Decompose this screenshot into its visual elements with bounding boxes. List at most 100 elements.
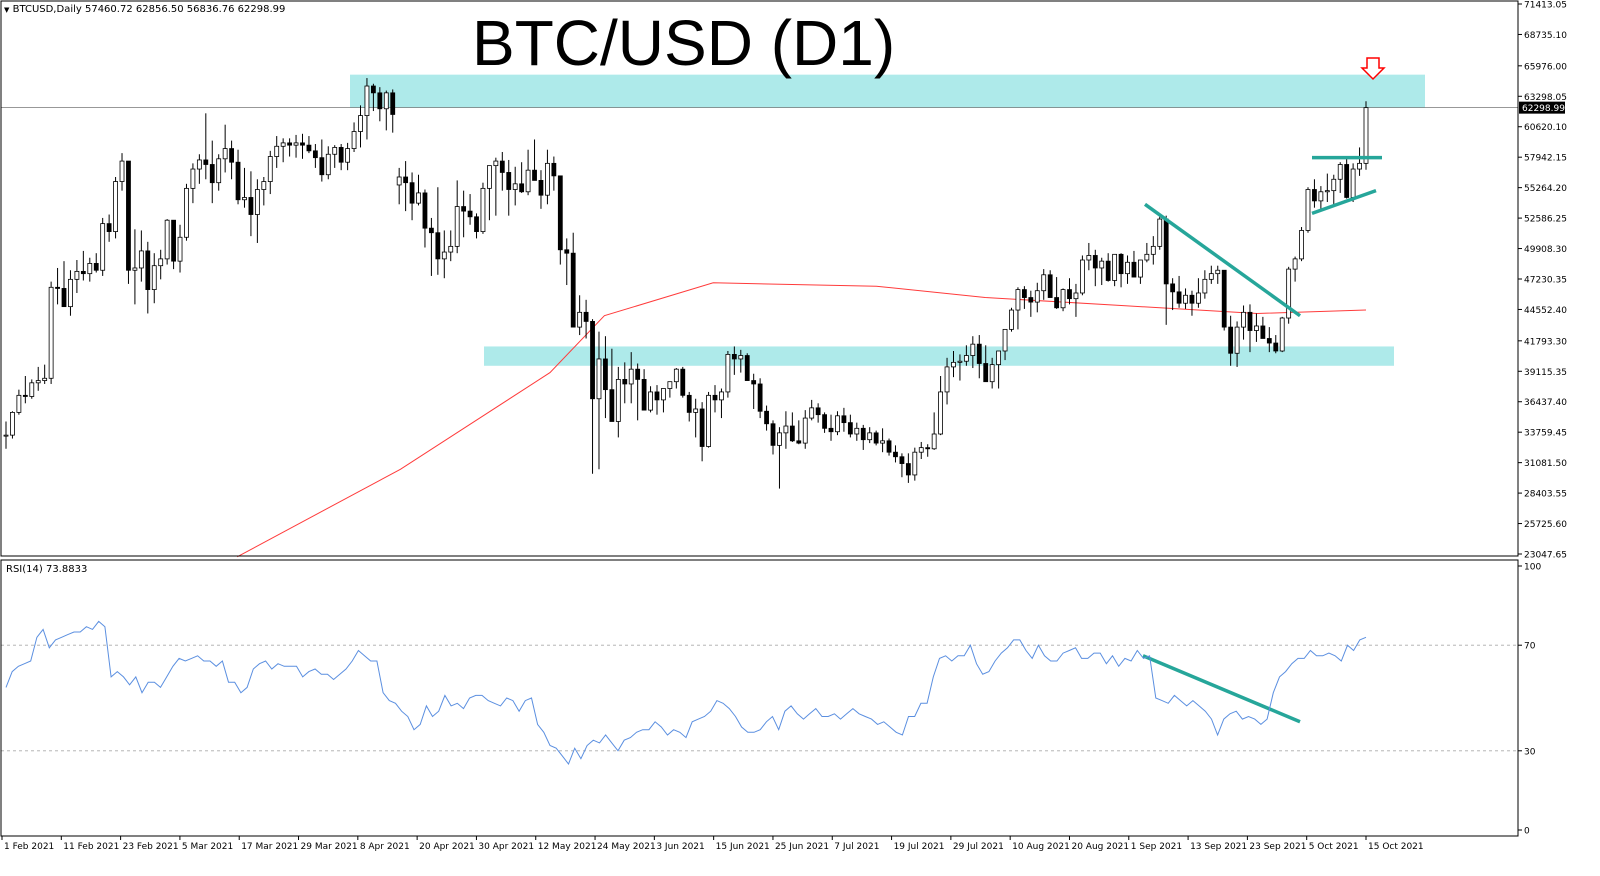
candle bbox=[603, 336, 608, 419]
candle-body bbox=[261, 181, 267, 190]
candle bbox=[654, 385, 660, 415]
candle-body bbox=[1099, 260, 1105, 269]
candle bbox=[596, 331, 602, 470]
candle-body bbox=[970, 343, 976, 356]
time-tick-label: 5 Oct 2021 bbox=[1309, 842, 1359, 852]
candle bbox=[42, 364, 48, 384]
candle bbox=[396, 167, 402, 205]
dropdown-triangle-icon[interactable]: ▼ bbox=[4, 6, 10, 14]
candle bbox=[16, 389, 22, 415]
candle bbox=[970, 336, 976, 369]
candle bbox=[1054, 277, 1060, 309]
candle bbox=[706, 391, 711, 448]
candle bbox=[35, 366, 41, 391]
candle bbox=[1215, 265, 1221, 284]
candle-body bbox=[957, 360, 963, 363]
candle bbox=[796, 420, 802, 445]
rsi-layer bbox=[1, 620, 1518, 766]
price-tick-label: 28403.55 bbox=[1524, 490, 1567, 500]
candle bbox=[912, 447, 918, 481]
candle-body bbox=[570, 252, 576, 328]
candle-body bbox=[590, 321, 595, 400]
candle-body bbox=[338, 147, 344, 163]
candle bbox=[899, 453, 905, 478]
candle bbox=[731, 346, 737, 375]
candle-body bbox=[74, 270, 80, 280]
candle bbox=[1273, 335, 1279, 354]
candle-body bbox=[648, 391, 653, 411]
candle-body bbox=[1254, 325, 1259, 331]
candle-body bbox=[325, 153, 331, 176]
candle bbox=[499, 151, 505, 191]
candle bbox=[467, 194, 473, 225]
candle bbox=[983, 345, 989, 383]
candle-body bbox=[16, 394, 22, 413]
candle bbox=[1067, 278, 1072, 305]
candle bbox=[351, 122, 357, 152]
candle bbox=[1060, 288, 1066, 312]
candle-body bbox=[1357, 162, 1362, 170]
candle-body bbox=[287, 142, 293, 146]
candle bbox=[538, 170, 544, 209]
candle bbox=[744, 353, 750, 381]
candle bbox=[435, 187, 441, 275]
candle bbox=[841, 407, 847, 432]
candle bbox=[1305, 187, 1311, 233]
candle-body bbox=[577, 311, 583, 328]
candle bbox=[403, 161, 409, 212]
candle-body bbox=[905, 463, 911, 476]
candle bbox=[628, 352, 634, 404]
candle-body bbox=[557, 175, 563, 251]
candle-body bbox=[10, 411, 15, 436]
candle bbox=[609, 348, 615, 422]
time-tick-label: 3 Jun 2021 bbox=[656, 842, 704, 852]
candle-body bbox=[441, 251, 447, 260]
price-tick-label: 71413.05 bbox=[1524, 1, 1567, 11]
time-tick-label: 7 Jul 2021 bbox=[834, 842, 879, 852]
candle-body bbox=[364, 85, 370, 116]
candle-body bbox=[519, 183, 525, 193]
candle bbox=[1047, 270, 1053, 298]
candle-body bbox=[809, 407, 815, 419]
candle-body bbox=[641, 379, 647, 411]
candle-body bbox=[1015, 289, 1021, 311]
zones-layer bbox=[1, 74, 1518, 366]
candle-body bbox=[1247, 311, 1253, 331]
candle-body bbox=[61, 288, 67, 308]
candle-body bbox=[899, 456, 905, 464]
candle bbox=[1247, 304, 1253, 353]
candle-body bbox=[551, 162, 557, 177]
candle-body bbox=[1312, 189, 1317, 202]
candle-body bbox=[699, 408, 705, 447]
candle-body bbox=[312, 150, 318, 159]
candle bbox=[809, 399, 815, 421]
candle-body bbox=[106, 223, 112, 232]
candle-body bbox=[693, 408, 699, 413]
candle-body bbox=[506, 172, 512, 190]
descending-trendline bbox=[1143, 202, 1302, 318]
candle bbox=[222, 124, 228, 173]
candle-body bbox=[254, 189, 260, 215]
candle bbox=[158, 249, 164, 280]
candle-body bbox=[1028, 297, 1034, 303]
candle bbox=[203, 113, 209, 180]
rsi-header: RSI(14) 73.8833 bbox=[6, 564, 88, 575]
candle-body bbox=[1305, 189, 1311, 231]
moving-average-line bbox=[236, 282, 1367, 558]
candle-body bbox=[564, 249, 570, 254]
time-tick-label: 15 Jun 2021 bbox=[716, 842, 770, 852]
candle-body bbox=[628, 368, 634, 385]
candle bbox=[661, 388, 666, 413]
candle bbox=[287, 138, 293, 157]
candle-body bbox=[3, 434, 9, 437]
candle-body bbox=[345, 148, 351, 163]
candle-body bbox=[680, 368, 686, 396]
candle-body bbox=[358, 115, 363, 132]
price-tick-label: 65976.00 bbox=[1524, 62, 1567, 72]
candle-body bbox=[184, 187, 189, 238]
candle-body bbox=[42, 377, 48, 381]
candle-body bbox=[996, 350, 1002, 366]
candle bbox=[132, 229, 138, 305]
